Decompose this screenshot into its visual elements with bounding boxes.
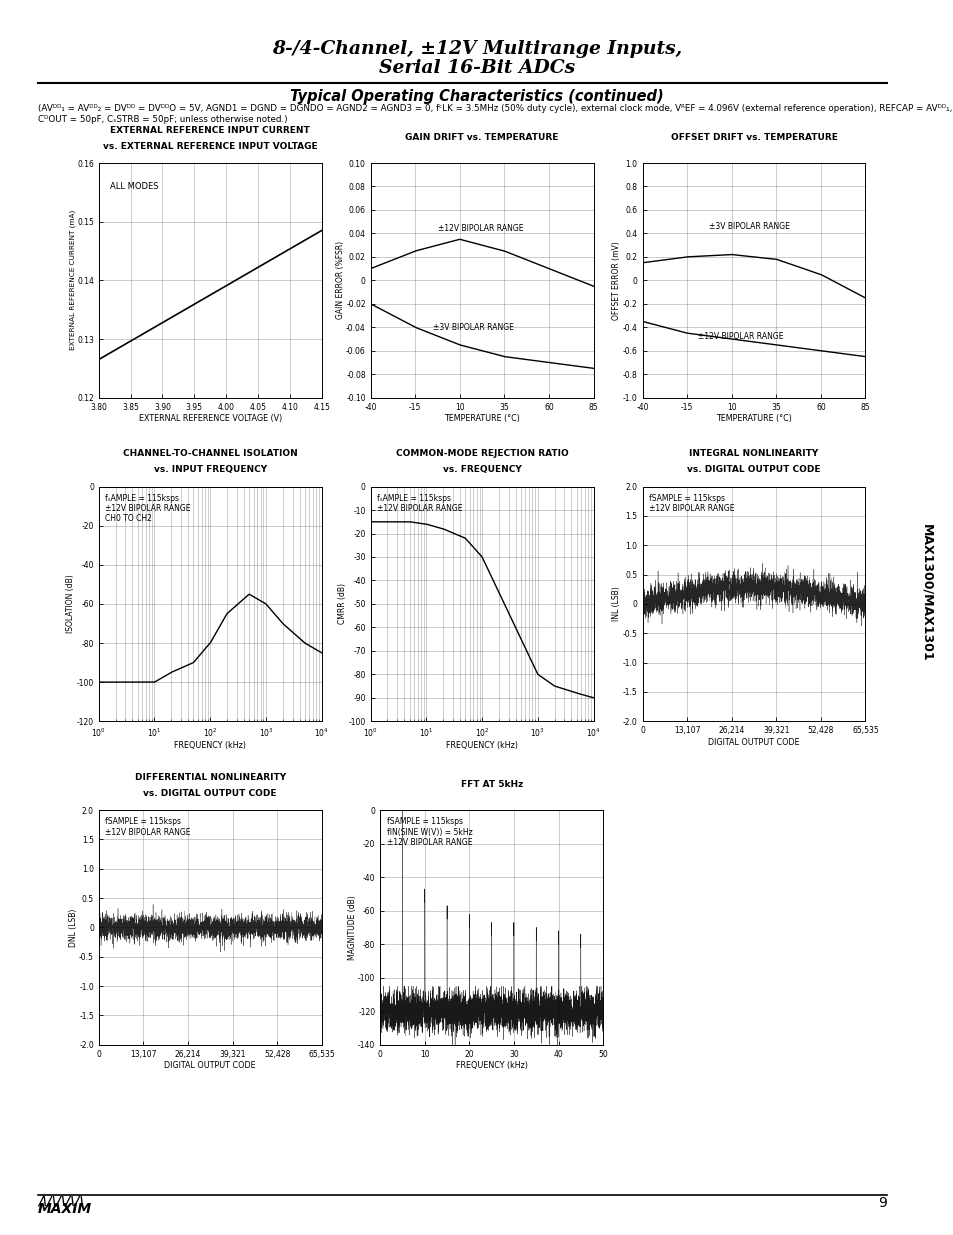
Text: vs. DIGITAL OUTPUT CODE: vs. DIGITAL OUTPUT CODE bbox=[143, 789, 276, 798]
Text: GAIN DRIFT vs. TEMPERATURE: GAIN DRIFT vs. TEMPERATURE bbox=[405, 133, 558, 142]
Text: ±12V BIPOLAR RANGE: ±12V BIPOLAR RANGE bbox=[698, 332, 783, 341]
Y-axis label: GAIN ERROR (%FSR): GAIN ERROR (%FSR) bbox=[335, 241, 344, 320]
Y-axis label: DNL (LSB): DNL (LSB) bbox=[69, 908, 77, 947]
Y-axis label: INL (LSB): INL (LSB) bbox=[612, 587, 620, 621]
Y-axis label: OFFSET ERROR (mV): OFFSET ERROR (mV) bbox=[612, 241, 620, 320]
X-axis label: FREQUENCY (kHz): FREQUENCY (kHz) bbox=[446, 741, 517, 751]
Text: ±3V BIPOLAR RANGE: ±3V BIPOLAR RANGE bbox=[709, 222, 789, 231]
Text: 9: 9 bbox=[878, 1197, 886, 1210]
Y-axis label: EXTERNAL REFERENCE CURRENT (mA): EXTERNAL REFERENCE CURRENT (mA) bbox=[69, 210, 75, 351]
Text: COMMON-MODE REJECTION RATIO: COMMON-MODE REJECTION RATIO bbox=[395, 450, 568, 458]
Text: MAX1300/MAX1301: MAX1300/MAX1301 bbox=[920, 524, 933, 662]
X-axis label: DIGITAL OUTPUT CODE: DIGITAL OUTPUT CODE bbox=[164, 1061, 255, 1071]
Text: CHANNEL-TO-CHANNEL ISOLATION: CHANNEL-TO-CHANNEL ISOLATION bbox=[123, 450, 297, 458]
X-axis label: TEMPERATURE (°C): TEMPERATURE (°C) bbox=[444, 414, 519, 424]
Text: fₛAMPLE = 115ksps
±12V BIPOLAR RANGE
CH0 TO CH2: fₛAMPLE = 115ksps ±12V BIPOLAR RANGE CH0… bbox=[106, 494, 191, 524]
Y-axis label: CMRR (dB): CMRR (dB) bbox=[337, 583, 347, 625]
X-axis label: FREQUENCY (kHz): FREQUENCY (kHz) bbox=[174, 741, 246, 751]
Text: MAXIM: MAXIM bbox=[38, 1203, 92, 1216]
Text: fₛAMPLE = 115ksps
±12V BIPOLAR RANGE: fₛAMPLE = 115ksps ±12V BIPOLAR RANGE bbox=[377, 494, 462, 513]
X-axis label: TEMPERATURE (°C): TEMPERATURE (°C) bbox=[716, 414, 791, 424]
Text: INTEGRAL NONLINEARITY: INTEGRAL NONLINEARITY bbox=[689, 450, 818, 458]
X-axis label: FREQUENCY (kHz): FREQUENCY (kHz) bbox=[456, 1061, 527, 1071]
Text: vs. INPUT FREQUENCY: vs. INPUT FREQUENCY bbox=[153, 466, 267, 474]
Text: vs. DIGITAL OUTPUT CODE: vs. DIGITAL OUTPUT CODE bbox=[686, 466, 820, 474]
Text: Typical Operating Characteristics (continued): Typical Operating Characteristics (conti… bbox=[290, 89, 663, 104]
Text: EXTERNAL REFERENCE INPUT CURRENT: EXTERNAL REFERENCE INPUT CURRENT bbox=[111, 126, 310, 135]
Text: fSAMPLE = 115ksps
fIN(SINE W(V)) = 5kHz
±12V BIPOLAR RANGE: fSAMPLE = 115ksps fIN(SINE W(V)) = 5kHz … bbox=[387, 818, 472, 847]
Y-axis label: MAGNITUDE (dB): MAGNITUDE (dB) bbox=[347, 895, 356, 960]
Text: ±3V BIPOLAR RANGE: ±3V BIPOLAR RANGE bbox=[433, 322, 514, 331]
X-axis label: DIGITAL OUTPUT CODE: DIGITAL OUTPUT CODE bbox=[707, 737, 799, 747]
Text: Serial 16-Bit ADCs: Serial 16-Bit ADCs bbox=[378, 59, 575, 78]
Text: /\/\/\/\/\: /\/\/\/\/\ bbox=[38, 1194, 84, 1208]
Text: (AVᴰᴰ₁ = AVᴰᴰ₂ = DVᴰᴰ = DVᴰᴰO = 5V, AGND1 = DGND = DGNDO = AGND2 = AGND3 = 0, fᶜ: (AVᴰᴰ₁ = AVᴰᴰ₂ = DVᴰᴰ = DVᴰᴰO = 5V, AGND… bbox=[38, 104, 953, 125]
Y-axis label: ISOLATION (dB): ISOLATION (dB) bbox=[66, 574, 75, 634]
Text: FFT AT 5kHz: FFT AT 5kHz bbox=[460, 781, 522, 789]
Text: vs. EXTERNAL REFERENCE INPUT VOLTAGE: vs. EXTERNAL REFERENCE INPUT VOLTAGE bbox=[103, 142, 317, 151]
Text: ±12V BIPOLAR RANGE: ±12V BIPOLAR RANGE bbox=[437, 224, 522, 233]
X-axis label: EXTERNAL REFERENCE VOLTAGE (V): EXTERNAL REFERENCE VOLTAGE (V) bbox=[138, 414, 281, 424]
Text: OFFSET DRIFT vs. TEMPERATURE: OFFSET DRIFT vs. TEMPERATURE bbox=[670, 133, 837, 142]
Text: DIFFERENTIAL NONLINEARITY: DIFFERENTIAL NONLINEARITY bbox=[134, 773, 286, 782]
Text: vs. FREQUENCY: vs. FREQUENCY bbox=[442, 466, 521, 474]
Text: 8-/4-Channel, ±12V Multirange Inputs,: 8-/4-Channel, ±12V Multirange Inputs, bbox=[272, 40, 681, 58]
Text: ALL MODES: ALL MODES bbox=[110, 182, 158, 190]
Text: fSAMPLE = 115ksps
±12V BIPOLAR RANGE: fSAMPLE = 115ksps ±12V BIPOLAR RANGE bbox=[649, 494, 734, 513]
Text: fSAMPLE = 115ksps
±12V BIPOLAR RANGE: fSAMPLE = 115ksps ±12V BIPOLAR RANGE bbox=[106, 818, 191, 836]
